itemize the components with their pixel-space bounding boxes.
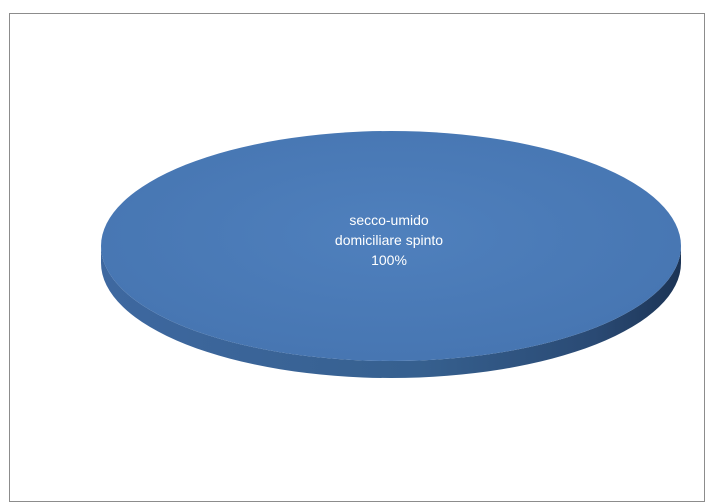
slice-category-label: secco-umido: [349, 212, 429, 228]
slice-category-label: domiciliare spinto: [335, 232, 443, 248]
pie-slices: [101, 131, 681, 378]
slice-percent-label: 100%: [371, 252, 407, 268]
pie-slice: [101, 131, 681, 361]
pie-labels: secco-umido domiciliare spinto 100%: [335, 212, 443, 268]
slice-data-label: secco-umido domiciliare spinto 100%: [335, 212, 443, 268]
